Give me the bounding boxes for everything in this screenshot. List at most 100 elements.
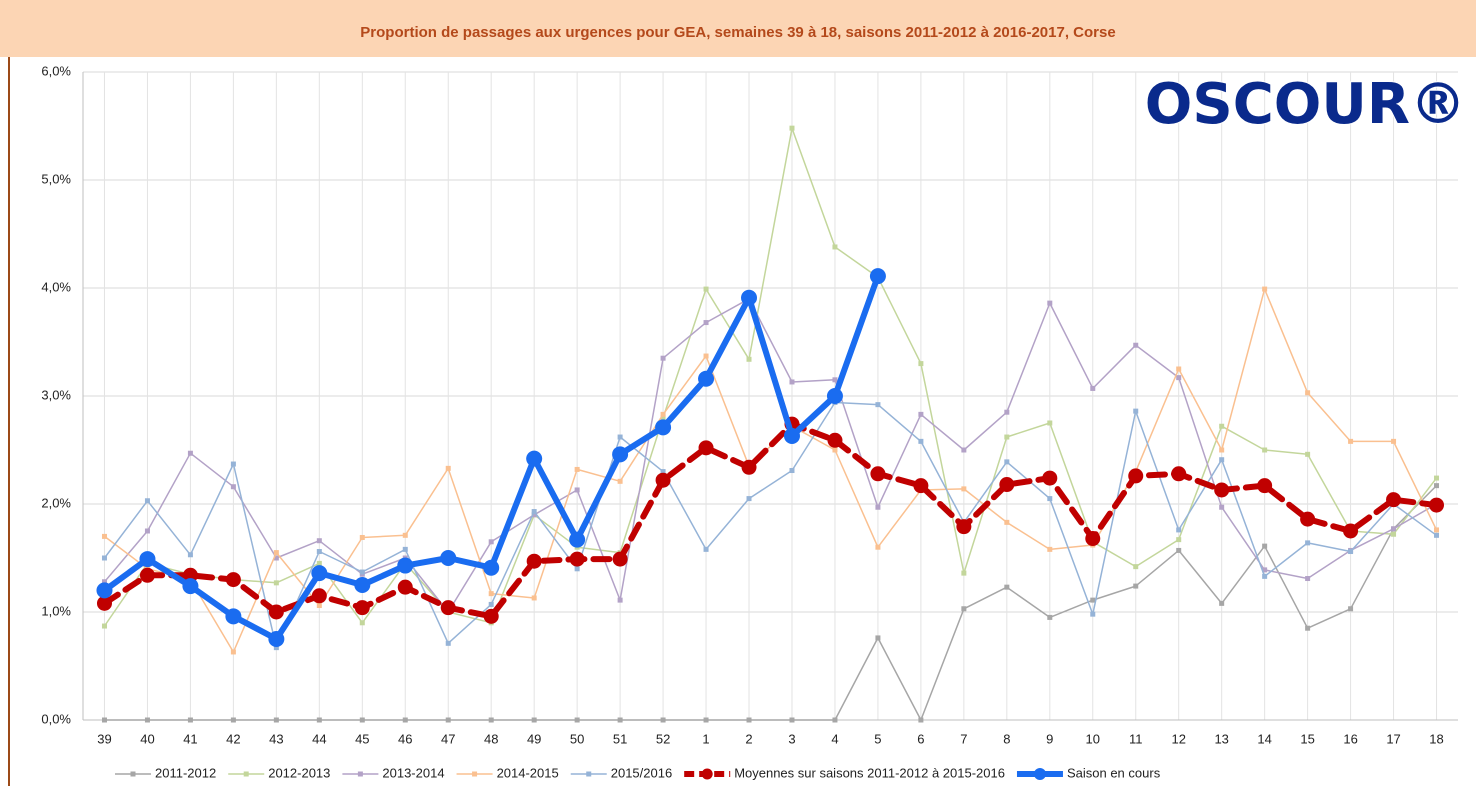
data-point xyxy=(1429,497,1445,513)
data-point xyxy=(827,432,843,448)
data-point xyxy=(789,717,795,723)
data-point xyxy=(182,578,199,595)
data-point xyxy=(1305,390,1311,396)
data-point xyxy=(273,717,279,723)
data-point xyxy=(574,717,580,723)
data-point xyxy=(1434,532,1440,538)
data-point xyxy=(316,560,322,566)
data-point xyxy=(832,377,838,383)
data-point xyxy=(1004,409,1010,415)
data-point xyxy=(225,572,241,588)
data-point xyxy=(1047,300,1053,306)
x-tick-label: 39 xyxy=(97,731,111,746)
x-tick-label: 13 xyxy=(1214,731,1228,746)
legend-label: Moyennes sur saisons 2011-2012 à 2015-20… xyxy=(734,765,1005,780)
data-point xyxy=(1262,567,1268,573)
data-point xyxy=(698,440,714,456)
data-point xyxy=(1348,606,1354,612)
data-point xyxy=(655,472,671,488)
x-tick-label: 42 xyxy=(226,731,240,746)
data-point xyxy=(101,623,107,629)
data-point xyxy=(531,512,537,518)
data-point xyxy=(488,591,494,597)
legend-marker xyxy=(130,771,136,777)
data-point xyxy=(617,434,623,440)
y-tick-label: 4,0% xyxy=(41,279,71,294)
data-point xyxy=(1386,492,1402,508)
data-point xyxy=(961,486,967,492)
series xyxy=(101,399,1440,651)
data-point xyxy=(1176,527,1182,533)
data-point xyxy=(875,635,881,641)
data-point xyxy=(875,504,881,510)
data-point xyxy=(1219,600,1225,606)
data-point xyxy=(359,569,365,575)
data-point xyxy=(1305,625,1311,631)
series-line xyxy=(103,127,1438,627)
data-point xyxy=(187,552,193,558)
data-point xyxy=(746,356,752,362)
data-point xyxy=(488,601,494,607)
data-point xyxy=(1090,611,1096,617)
data-point xyxy=(483,608,499,624)
data-point xyxy=(574,487,580,493)
data-point xyxy=(311,588,327,604)
data-point xyxy=(617,597,623,603)
x-tick-label: 1 xyxy=(702,731,709,746)
data-point xyxy=(268,631,285,647)
y-tick-label: 6,0% xyxy=(41,63,71,78)
data-point xyxy=(1391,531,1397,537)
data-point xyxy=(1176,547,1182,553)
data-point xyxy=(574,566,580,572)
series-line xyxy=(103,298,1438,613)
data-point xyxy=(268,604,284,620)
x-tick-label: 51 xyxy=(613,731,627,746)
data-point xyxy=(273,580,279,586)
x-tick-label: 40 xyxy=(140,731,154,746)
data-point xyxy=(531,595,537,601)
data-point xyxy=(230,649,236,655)
x-tick-label: 18 xyxy=(1429,731,1443,746)
data-point xyxy=(875,402,881,408)
data-point xyxy=(1047,496,1053,502)
data-point xyxy=(1305,576,1311,582)
y-tick-label: 5,0% xyxy=(41,171,71,186)
y-tick-label: 1,0% xyxy=(41,603,71,618)
data-point xyxy=(1305,540,1311,546)
data-point xyxy=(1343,523,1359,539)
x-tick-label: 2 xyxy=(745,731,752,746)
x-tick-label: 14 xyxy=(1257,731,1271,746)
x-tick-label: 46 xyxy=(398,731,412,746)
data-point xyxy=(869,268,886,285)
data-point xyxy=(1047,614,1053,620)
data-point xyxy=(526,450,543,467)
data-point xyxy=(961,570,967,576)
data-point xyxy=(440,600,456,616)
x-tick-label: 49 xyxy=(527,731,541,746)
data-point xyxy=(1133,583,1139,589)
data-point xyxy=(445,465,451,471)
data-point xyxy=(1128,468,1144,484)
data-point xyxy=(1133,564,1139,570)
data-point xyxy=(1262,286,1268,292)
data-point xyxy=(273,645,279,651)
data-point xyxy=(1391,438,1397,444)
data-point xyxy=(230,717,236,723)
series xyxy=(101,125,1440,629)
data-point xyxy=(139,551,156,568)
y-tick-label: 3,0% xyxy=(41,387,71,402)
data-point xyxy=(703,320,709,326)
legend-marker xyxy=(243,771,249,777)
data-point xyxy=(569,551,585,567)
data-point xyxy=(1305,451,1311,457)
data-point xyxy=(1434,527,1440,533)
data-point xyxy=(918,717,924,723)
data-point xyxy=(531,509,537,515)
data-point xyxy=(1219,423,1225,429)
data-point xyxy=(526,553,542,569)
data-point xyxy=(187,450,193,456)
legend-label: 2014-2015 xyxy=(497,765,559,780)
data-point xyxy=(660,411,666,417)
x-tick-label: 48 xyxy=(484,731,498,746)
data-point xyxy=(703,353,709,359)
